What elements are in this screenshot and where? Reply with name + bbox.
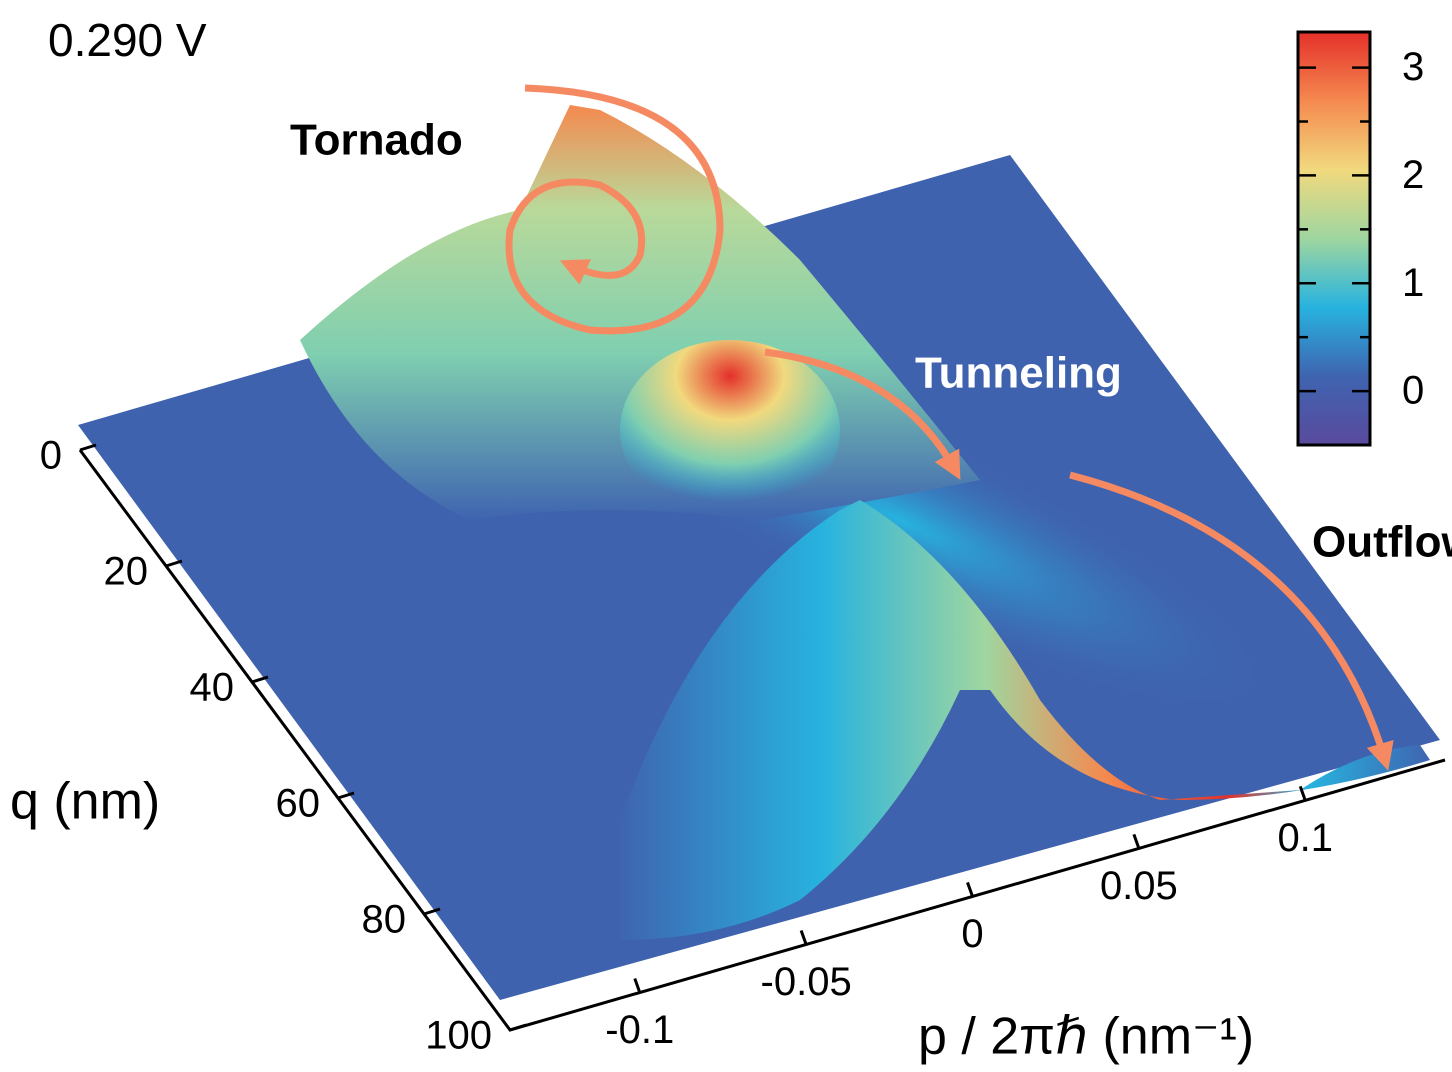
- x-tick-label: 0.05: [1100, 864, 1178, 908]
- y-tick: [509, 1023, 527, 1032]
- x-tick-label: -0.05: [761, 960, 852, 1004]
- colorbar-fill: [1296, 30, 1372, 447]
- x-tick: [966, 881, 974, 897]
- y-tick-label: 40: [190, 666, 235, 710]
- colorbar: 0 1 2 3: [1296, 30, 1424, 447]
- y-tick-label: 20: [104, 550, 149, 594]
- colorbar-tick-label: 0: [1402, 369, 1424, 413]
- x-tick: [633, 978, 642, 994]
- annotation: Tornado: [290, 116, 463, 165]
- chart-title: 0.290 V: [48, 14, 207, 66]
- annotation: Outflow: [1312, 518, 1452, 567]
- x-tick: [1132, 833, 1141, 849]
- y-tick-label: 100: [425, 1014, 492, 1058]
- x-tick-label: 0.1: [1277, 816, 1333, 860]
- y-tick: [423, 907, 441, 916]
- x-tick-label: 0: [961, 912, 983, 956]
- x-tick-label: -0.1: [605, 1008, 674, 1052]
- y-tick-label: 60: [276, 782, 321, 826]
- colorbar-tick-label: 1: [1402, 261, 1424, 305]
- y-tick: [79, 443, 97, 452]
- x-tick: [799, 929, 808, 945]
- colorbar-tick-label: 2: [1402, 153, 1424, 197]
- x-tick: [1298, 785, 1307, 801]
- surface: [78, 105, 1440, 1000]
- annotation: Tunneling: [915, 349, 1122, 398]
- y-tick: [165, 559, 183, 568]
- y-tick-label: 80: [362, 898, 407, 942]
- y-tick: [337, 791, 355, 800]
- y-tick: [251, 675, 269, 684]
- x-axis-label: p / 2πℏ (nm⁻¹): [918, 1008, 1254, 1066]
- y-tick-label: 0: [40, 434, 62, 478]
- colorbar-tick-label: 3: [1402, 45, 1424, 89]
- arrows: [505, 84, 1394, 771]
- y-axis-label: q (nm): [10, 773, 160, 831]
